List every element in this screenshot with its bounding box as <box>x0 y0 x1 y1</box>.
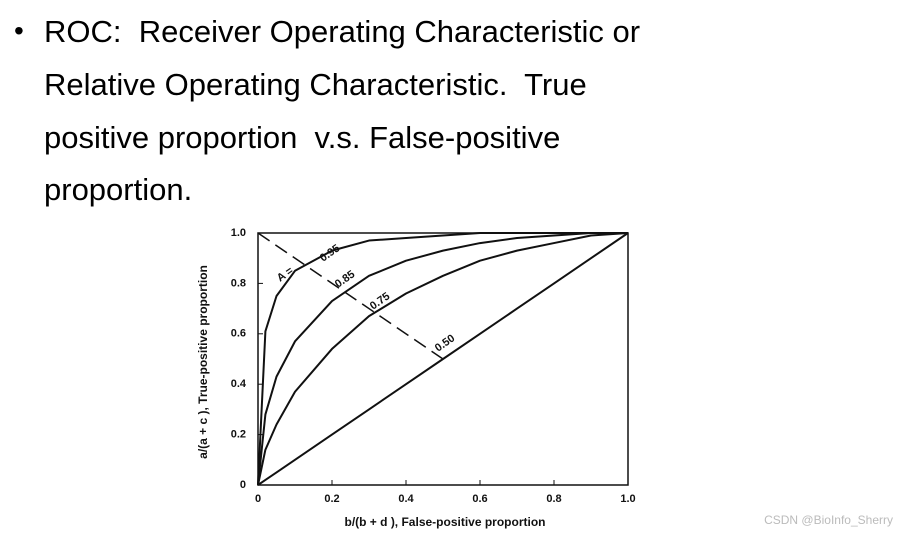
x-tick-label: 1.0 <box>620 493 635 505</box>
y-tick-label: 1.0 <box>231 227 246 239</box>
y-tick-label: 0 <box>240 479 246 491</box>
y-tick-label: 0.2 <box>231 429 246 441</box>
bullet-line: proportion. <box>44 172 192 207</box>
roc-curve <box>257 232 628 486</box>
bullet-line: positive proportion v.s. False-positive <box>44 120 560 155</box>
x-tick-label: 0.2 <box>324 493 339 505</box>
dashed-guide <box>257 232 444 360</box>
roc-curve <box>257 232 629 486</box>
y-axis-label: a/(a + c ), True-positive proportion <box>196 265 210 459</box>
plot-frame <box>257 232 629 486</box>
roc-curve <box>257 232 628 486</box>
x-tick-label: 0.4 <box>398 493 414 505</box>
y-tick-label: 0.8 <box>231 277 246 289</box>
x-tick-label: 0.8 <box>546 493 561 505</box>
y-tick-label: 0.6 <box>231 328 246 340</box>
bullet-line: Relative Operating Characteristic. True <box>44 67 587 102</box>
curve-label: 0.95 <box>318 242 342 264</box>
x-tick-label: 0.6 <box>472 493 487 505</box>
x-axis-label: b/(b + d ), False-positive proportion <box>344 515 545 529</box>
watermark: CSDN @BioInfo_Sherry <box>764 513 893 527</box>
bullet: • <box>14 15 24 46</box>
y-tick-label: 0.4 <box>231 378 247 390</box>
bullet-line: ROC: Receiver Operating Characteristic o… <box>44 14 640 49</box>
x-tick-label: 0 <box>255 493 261 505</box>
roc-curve <box>257 232 629 486</box>
